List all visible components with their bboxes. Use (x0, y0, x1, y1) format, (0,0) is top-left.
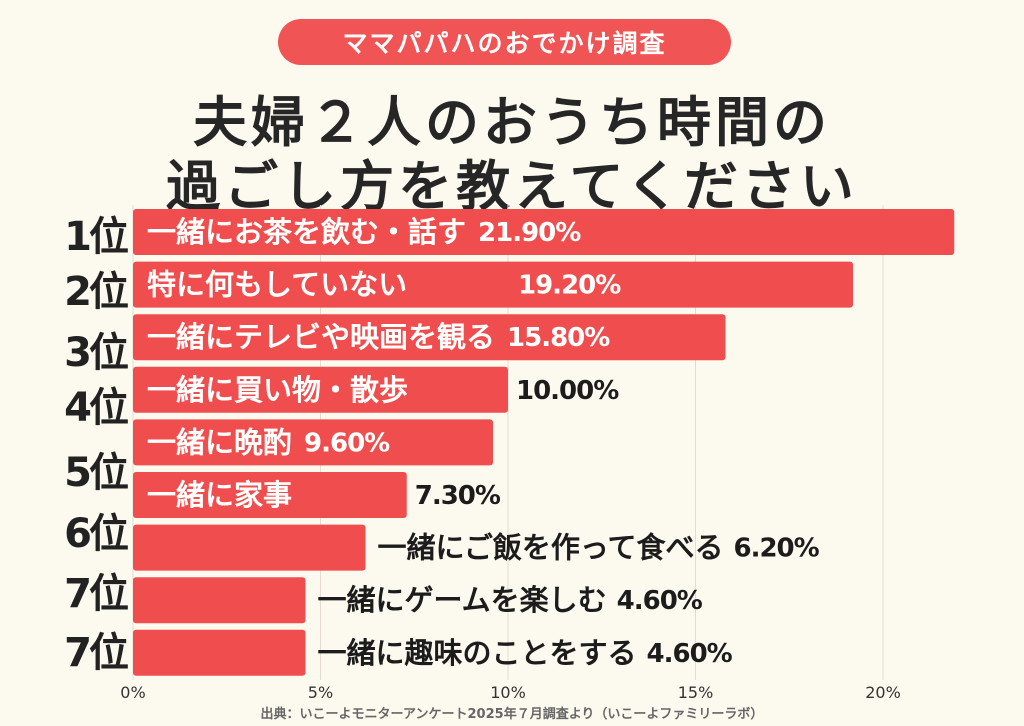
rank-label: 2位 (64, 269, 128, 315)
bar (133, 209, 955, 255)
bar-value-label: 4.60% (647, 639, 733, 669)
rank-label: 7位 (64, 571, 128, 617)
bar-category-label: 一緒に家事 (147, 478, 292, 512)
bar-value-label: 6.20% (733, 534, 819, 564)
rank-label: 3位 (64, 330, 128, 376)
bar-value-label: 21.90% (478, 218, 581, 248)
bar (133, 366, 508, 413)
bar-category-label: 一緒に買い物・散歩 (147, 373, 408, 407)
bar (133, 314, 726, 361)
rank-label: 7位 (64, 630, 128, 676)
rank-label: 1位 (64, 214, 128, 260)
bar (133, 524, 366, 571)
source-note: 出典：いこーよモニターアンケート2025年７月調査より（いこーよファミリーラボ） (260, 707, 764, 722)
bar (133, 577, 306, 624)
x-tick-label: 20% (865, 683, 901, 702)
bar-category-label: 一緒にご飯を作って食べる (378, 531, 724, 565)
x-tick-label: 5% (308, 683, 333, 702)
bar-category-label: 一緒にお茶を飲む・話す (147, 215, 466, 249)
x-tick-label: 0% (120, 683, 145, 702)
bar (133, 629, 306, 676)
chart-title-line-1: 夫婦２人のおうち時間の (193, 91, 831, 154)
rank-label: 4位 (64, 385, 128, 431)
chart-title-line-2: 過ごし方を教えてください (166, 155, 858, 218)
bar-value-label: 4.60% (617, 586, 703, 616)
bar-category-label: 一緒にテレビや映画を観る (147, 320, 495, 354)
bar-category-label: 一緒に晩酌 (147, 425, 292, 459)
bar-value-label: 9.60% (304, 428, 390, 458)
survey-badge: ママパパハのおでかけ調査 (278, 19, 731, 65)
x-tick-label: 10% (490, 683, 526, 702)
bar-value-label: 19.20% (518, 271, 621, 301)
bar-value-label: 10.00% (516, 376, 619, 406)
bar-category-label: 一緒にゲームを楽しむ (318, 583, 607, 617)
x-tick-label: 15% (678, 683, 714, 702)
bar-value-label: 15.80% (507, 323, 610, 353)
rank-label: 6位 (64, 511, 128, 557)
bar (133, 419, 493, 466)
bar-category-label: 一緒に趣味のことをする (318, 636, 637, 670)
bar (133, 261, 853, 308)
bar-value-label: 7.30% (415, 481, 501, 511)
bar-category-label: 特に何もしていない (147, 268, 407, 302)
bar (133, 472, 407, 518)
rank-label: 5位 (64, 450, 128, 496)
